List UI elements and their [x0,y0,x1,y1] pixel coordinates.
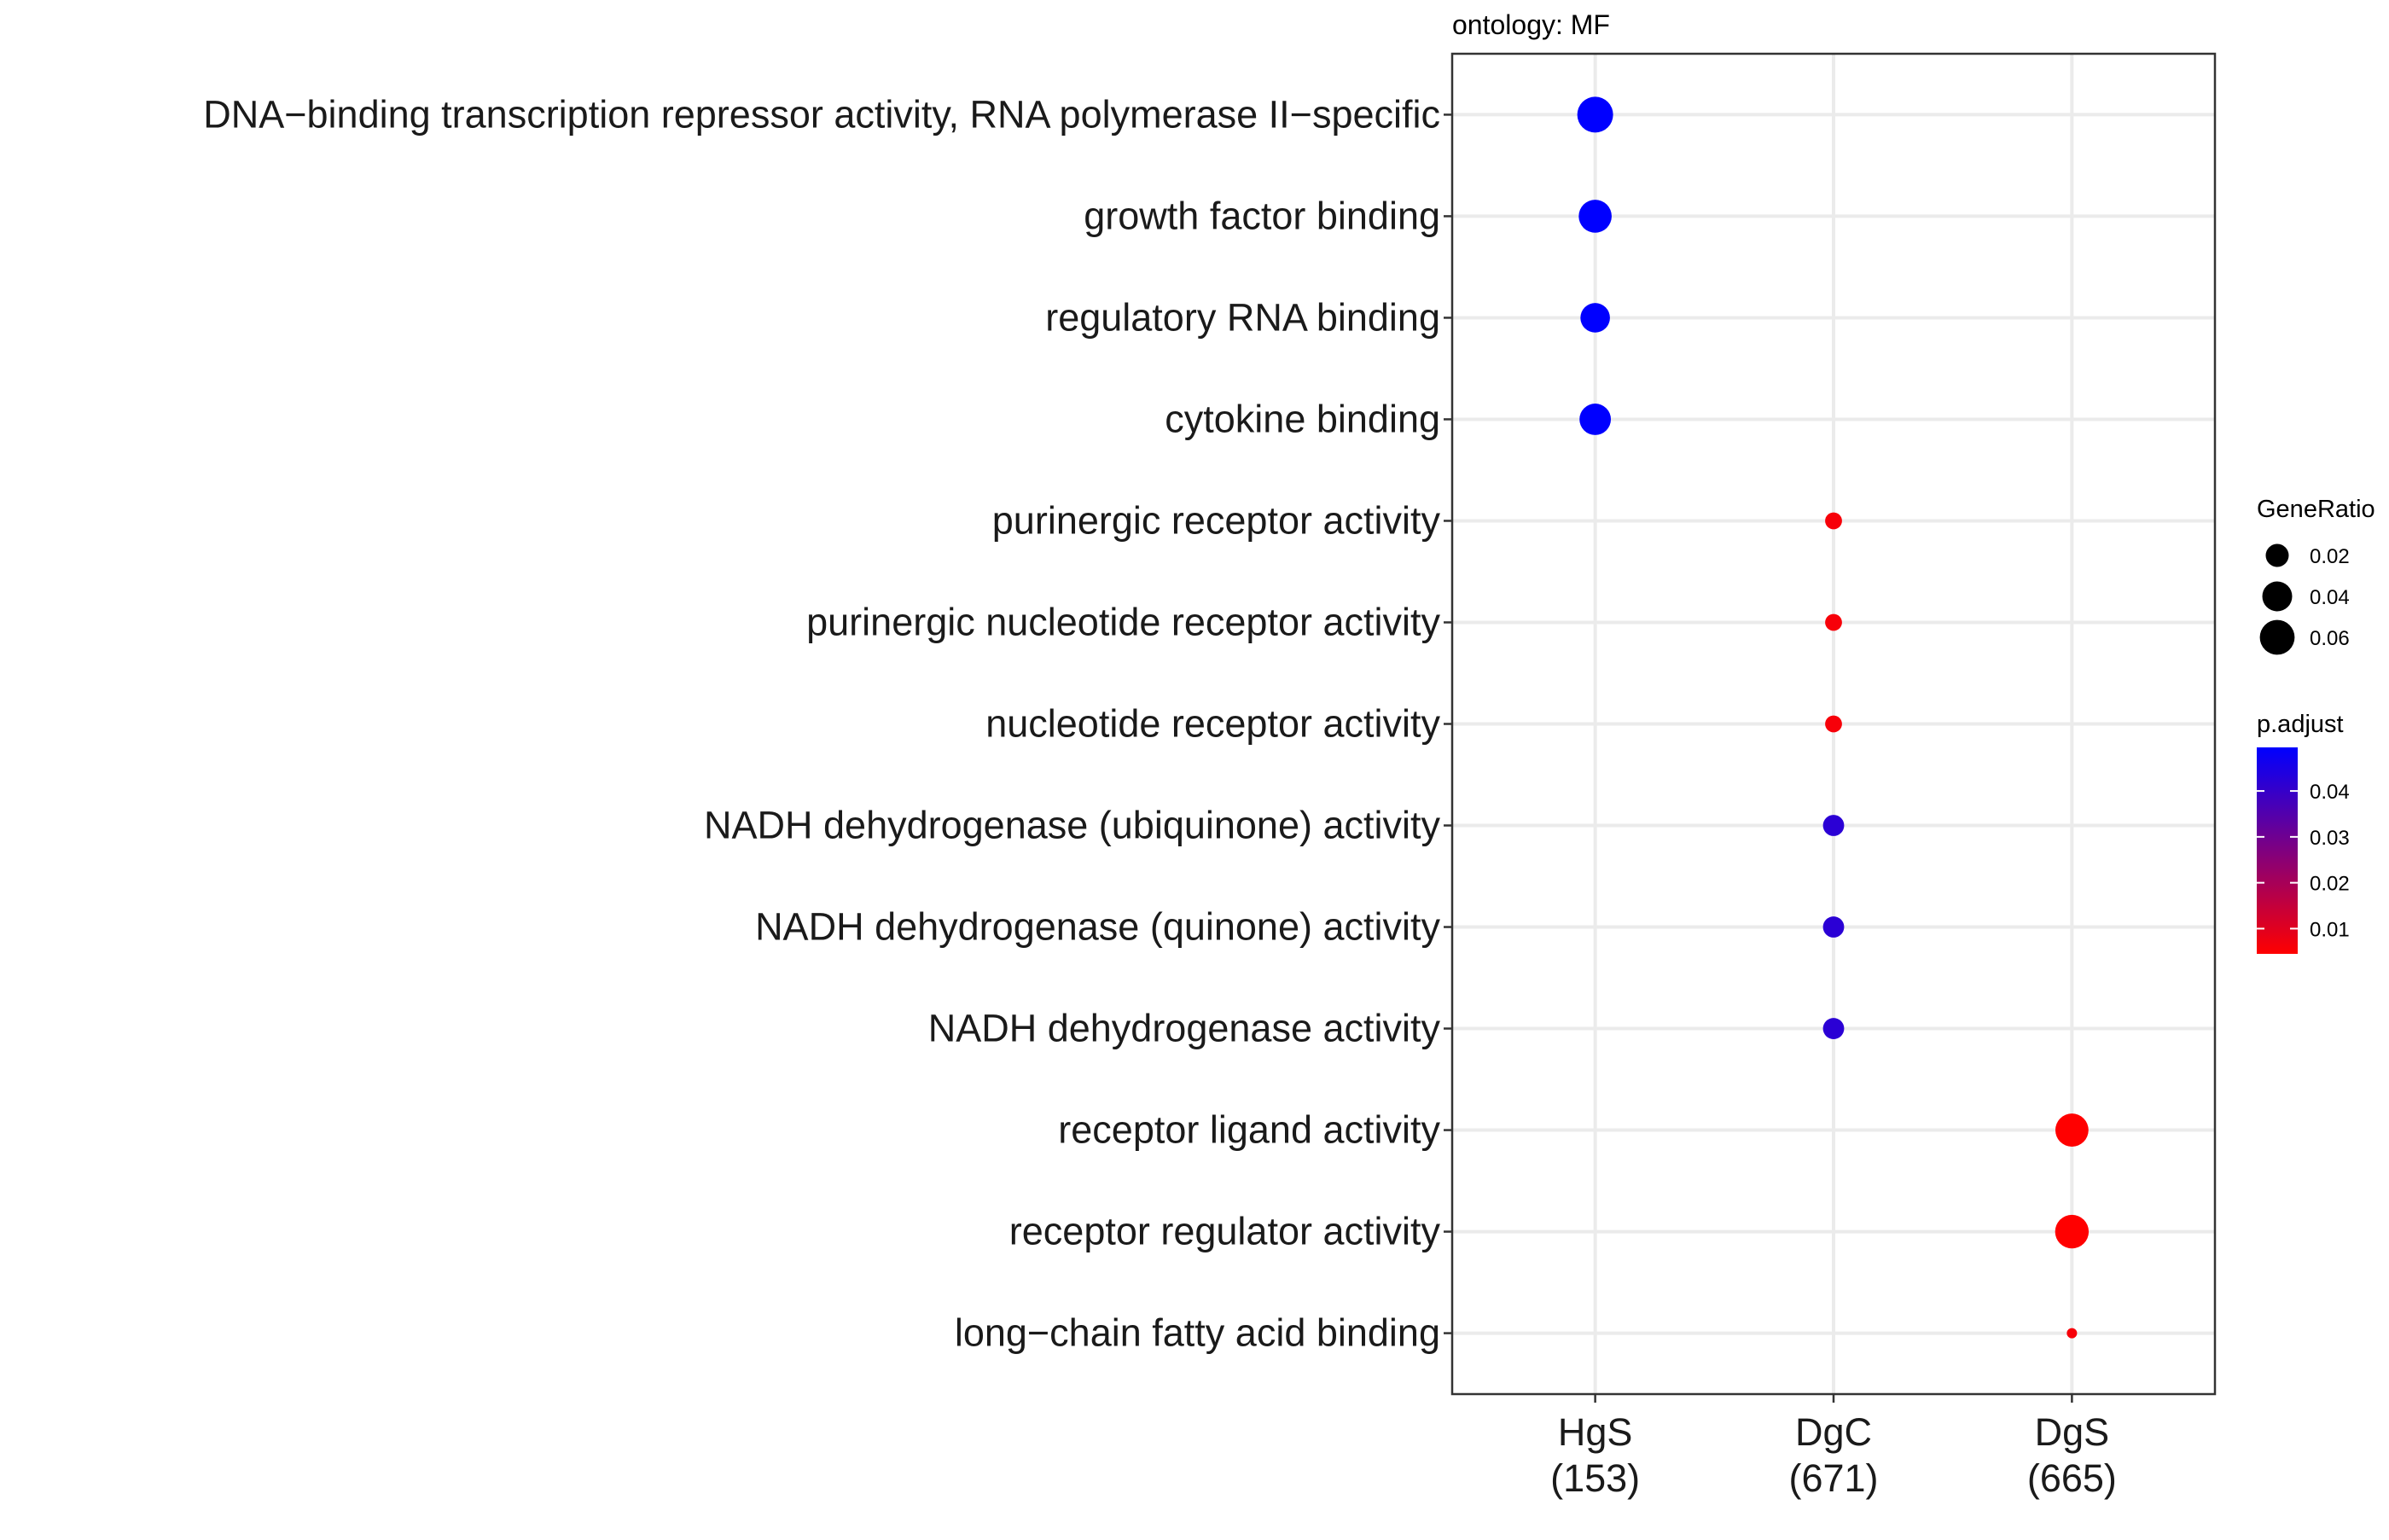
data-point [1577,96,1613,133]
x-tick-label: HgS (153) [1550,1410,1640,1500]
color-bar [2257,747,2298,954]
size-legend-label: 0.06 [2310,627,2350,650]
data-point [2066,1328,2078,1339]
y-tick-label: DNA−binding transcription repressor acti… [203,92,1440,136]
y-tick-label: NADH dehydrogenase activity [928,1007,1441,1050]
data-point [1825,512,1842,530]
data-point [1825,715,1842,733]
data-point [1580,303,1610,333]
x-tick-label: DgS (665) [2027,1410,2117,1500]
chart-title: ontology: MF [1452,9,1610,40]
y-tick-label: receptor ligand activity [1058,1108,1440,1152]
y-tick-label: regulatory RNA binding [1045,295,1440,339]
data-points [1577,96,2090,1339]
data-point [1578,200,1612,233]
size-legend-key [2262,581,2293,612]
axes: DNA−binding transcription repressor acti… [203,92,2117,1500]
size-legend-key [2259,619,2295,655]
color-legend-label: 0.04 [2310,781,2350,804]
size-legend-label: 0.04 [2310,586,2350,609]
y-tick-label: cytokine binding [1165,397,1440,440]
size-legend-label: 0.02 [2310,545,2350,568]
y-tick-label: receptor regulator activity [1009,1210,1441,1253]
y-tick-label: purinergic nucleotide receptor activity [806,600,1440,643]
y-tick-label: nucleotide receptor activity [985,702,1440,746]
x-tick-label: DgC (671) [1788,1410,1878,1500]
color-legend-label: 0.01 [2310,918,2350,941]
data-point [2055,1113,2089,1147]
data-point [1825,613,1842,631]
color-legend-label: 0.02 [2310,873,2350,896]
size-legend-key [2265,543,2289,567]
y-tick-label: NADH dehydrogenase (quinone) activity [755,905,1440,949]
data-point [1822,1018,1845,1039]
data-point [2055,1214,2090,1249]
y-tick-label: purinergic receptor activity [992,498,1441,542]
data-point [1579,404,1612,435]
y-tick-label: long−chain fatty acid binding [955,1311,1440,1355]
y-tick-label: growth factor binding [1084,194,1440,237]
size-legend-title: GeneRatio [2257,496,2375,523]
data-point [1822,916,1845,938]
legend: GeneRatio 0.02 0.04 0.06 p.adjust 0.04 0.03 0.0… [2257,496,2375,954]
data-point [1822,815,1845,836]
color-legend-title: p.adjust [2257,711,2344,738]
y-tick-label: NADH dehydrogenase (ubiquinone) activity [704,804,1440,847]
color-legend-label: 0.03 [2310,827,2350,850]
